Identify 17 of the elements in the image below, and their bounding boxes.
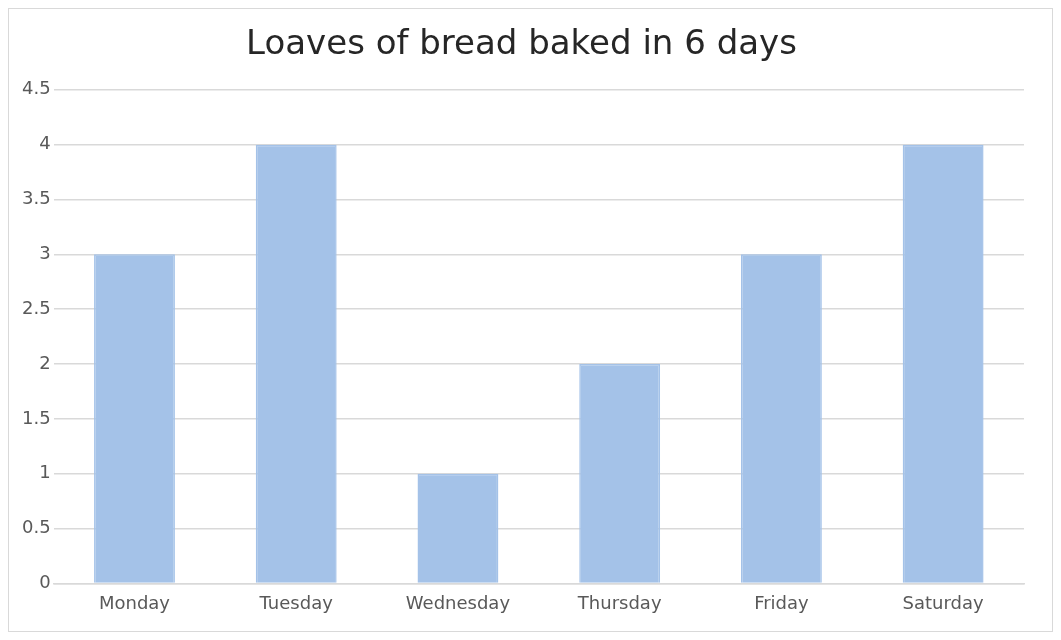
x-tick-label: Wednesday bbox=[405, 591, 511, 613]
x-tick-label: Monday bbox=[98, 591, 171, 613]
y-tick-label: 4.5 bbox=[21, 77, 51, 99]
x-tick-label: Thursday bbox=[576, 591, 662, 613]
y-tick-label: 1 bbox=[39, 461, 51, 483]
x-tick-label: Friday bbox=[754, 591, 810, 613]
y-tick-label: 4 bbox=[39, 132, 51, 154]
y-tick-label: 2 bbox=[39, 351, 51, 373]
y-tick-label: 0.5 bbox=[21, 516, 51, 538]
y-tick-label: 2.5 bbox=[21, 296, 51, 318]
x-tick-label: Tuesday bbox=[258, 591, 334, 613]
y-tick-label: 0 bbox=[39, 571, 51, 593]
y-tick-label: 1.5 bbox=[21, 406, 51, 428]
y-tick-label: 3.5 bbox=[21, 187, 51, 209]
chart-title: Loaves of bread baked in 6 days bbox=[246, 22, 797, 63]
y-tick-label: 3 bbox=[39, 242, 51, 264]
x-tick-label: Saturday bbox=[902, 591, 985, 613]
